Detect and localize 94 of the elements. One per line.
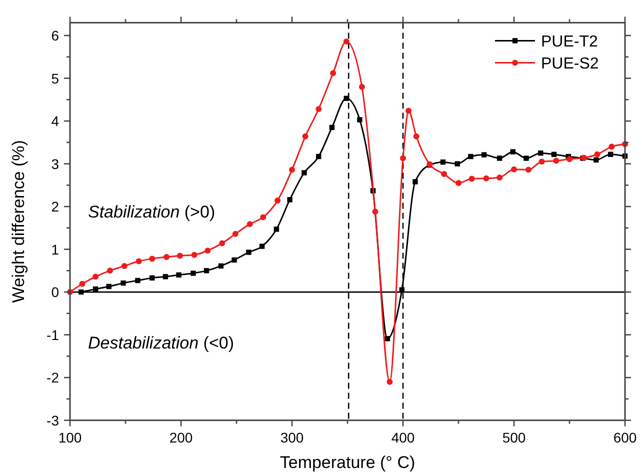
point xyxy=(372,208,378,215)
point xyxy=(454,161,460,166)
point xyxy=(289,166,295,173)
point xyxy=(553,158,560,164)
point xyxy=(121,262,128,269)
point xyxy=(106,284,112,290)
y-tick-label: 1 xyxy=(51,241,60,258)
point xyxy=(538,158,545,165)
point xyxy=(344,96,349,101)
point xyxy=(246,221,253,228)
point xyxy=(260,214,266,220)
point xyxy=(384,336,390,342)
point xyxy=(232,230,238,237)
point xyxy=(511,166,517,172)
point xyxy=(164,254,170,260)
point xyxy=(150,275,155,281)
point xyxy=(594,157,599,163)
point xyxy=(329,124,335,130)
x-tick-label: 100 xyxy=(58,429,82,446)
point xyxy=(566,156,572,162)
point xyxy=(287,197,292,202)
point xyxy=(456,180,462,186)
x-tick-label: 300 xyxy=(280,429,304,446)
point xyxy=(496,156,502,161)
point xyxy=(538,150,544,156)
x-tick-label: 200 xyxy=(169,429,193,446)
legend-label: PUE-T2 xyxy=(541,34,598,51)
y-tick-label: -3 xyxy=(46,412,60,428)
point xyxy=(357,117,362,122)
point xyxy=(440,159,446,165)
point xyxy=(608,152,614,157)
y-tick-label: 0 xyxy=(51,284,60,300)
point xyxy=(483,175,490,182)
y-axis-title: Weight difference (%) xyxy=(9,140,28,303)
point xyxy=(135,278,140,284)
point xyxy=(386,378,393,385)
point xyxy=(608,144,615,150)
point xyxy=(594,151,600,158)
point xyxy=(120,280,126,286)
point xyxy=(330,70,336,76)
point xyxy=(106,268,113,274)
point xyxy=(343,38,350,45)
y-tick-label: 3 xyxy=(51,156,60,172)
point xyxy=(176,252,183,259)
point xyxy=(92,274,99,280)
point xyxy=(136,258,142,264)
point xyxy=(176,272,182,278)
point xyxy=(204,248,211,254)
annotation: Stabilization (>0) xyxy=(88,202,216,222)
legend-label: PUE-S2 xyxy=(541,56,599,73)
point xyxy=(92,286,98,292)
point xyxy=(232,257,237,263)
point xyxy=(204,268,210,274)
point xyxy=(316,154,322,160)
x-tick-label: 600 xyxy=(613,429,637,446)
x-tick-label: 400 xyxy=(391,429,415,446)
y-tick-label: 2 xyxy=(51,198,60,215)
x-tick-label: 500 xyxy=(502,429,526,446)
y-tick-label: -1 xyxy=(46,326,60,343)
point xyxy=(358,84,365,90)
point xyxy=(525,166,532,173)
annotation: Destabilization (<0) xyxy=(88,334,234,353)
point xyxy=(481,152,487,158)
point xyxy=(78,289,84,295)
point xyxy=(218,263,224,269)
point xyxy=(468,176,475,182)
point xyxy=(468,154,474,160)
point xyxy=(79,280,86,287)
point xyxy=(302,133,308,140)
point xyxy=(316,106,322,112)
point xyxy=(246,250,252,255)
point xyxy=(274,226,280,232)
y-tick-label: 5 xyxy=(51,70,60,86)
point xyxy=(162,274,168,280)
point xyxy=(190,270,196,276)
point xyxy=(191,252,198,258)
point xyxy=(441,171,448,178)
point xyxy=(412,179,418,184)
y-tick-label: 6 xyxy=(51,28,60,44)
point xyxy=(274,198,281,204)
point xyxy=(510,149,516,154)
point xyxy=(406,108,412,114)
point xyxy=(259,244,265,249)
y-tick-label: -2 xyxy=(46,370,60,386)
y-tick-label: 4 xyxy=(51,113,60,130)
point xyxy=(551,152,557,157)
point xyxy=(413,133,420,140)
point xyxy=(302,170,307,176)
point xyxy=(400,155,406,162)
x-axis-title: Temperature (° C) xyxy=(280,453,416,472)
point xyxy=(524,156,529,161)
point xyxy=(149,256,156,262)
point xyxy=(219,240,226,246)
point xyxy=(496,174,503,180)
